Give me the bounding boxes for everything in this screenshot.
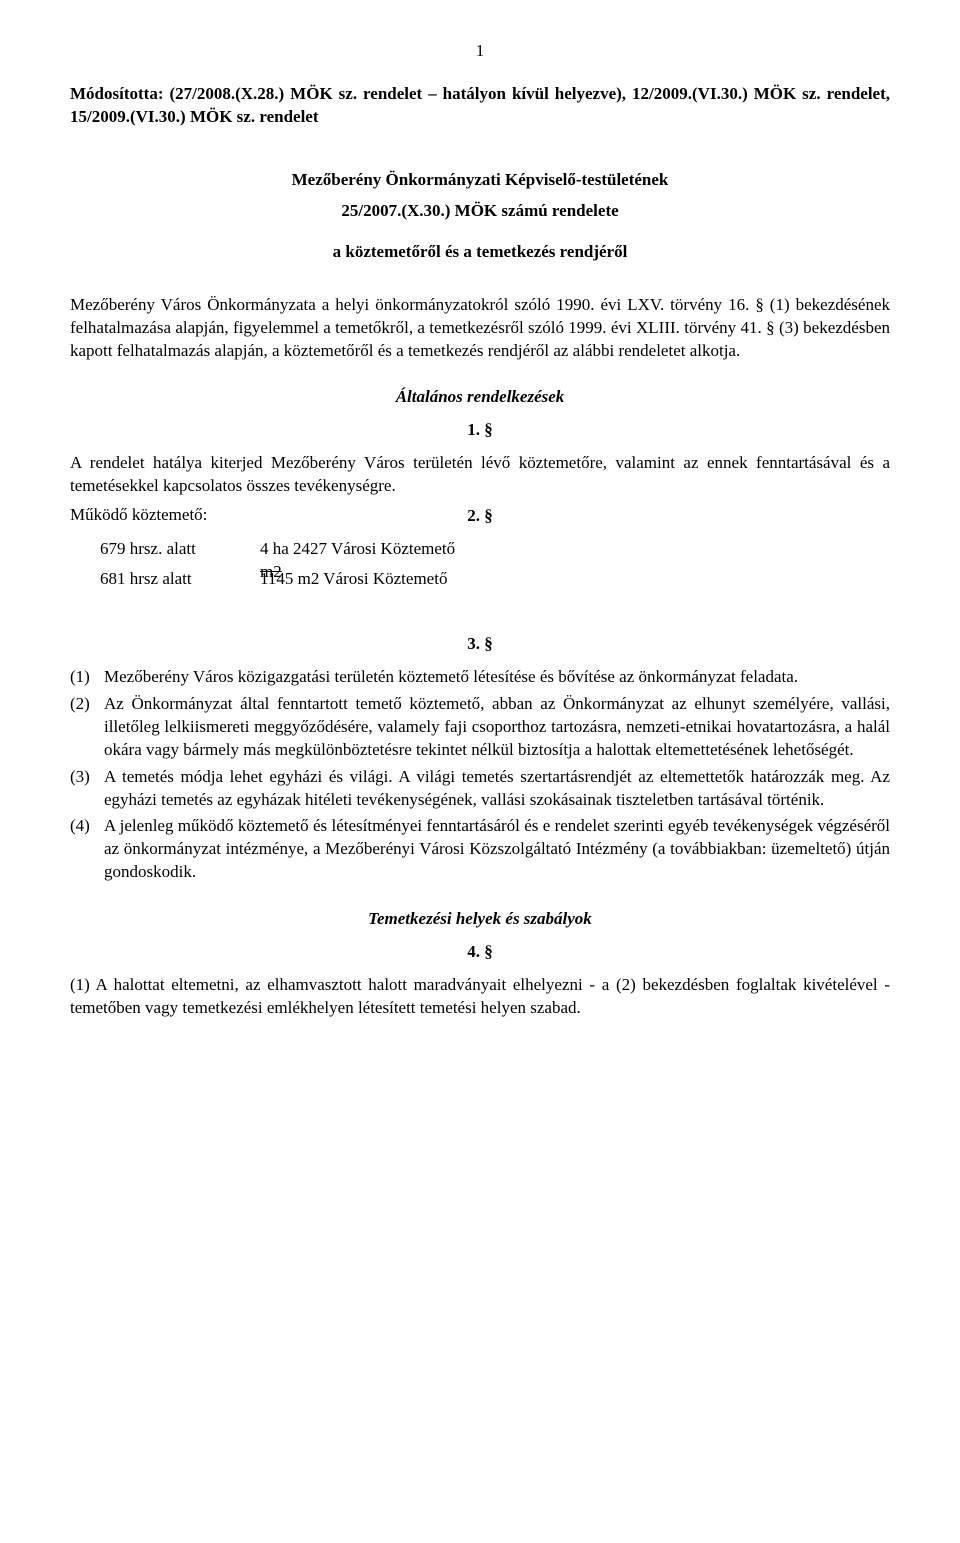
list-item: (4) A jelenleg működő köztemető és létes… <box>70 815 890 884</box>
section-3-number: 3. § <box>70 633 890 656</box>
list-item: (1) Mezőberény Város közigazgatási terül… <box>70 666 890 689</box>
section-4-text: (1) A halottat eltemetni, az elhamvaszto… <box>70 974 890 1020</box>
document-page: 1 Módosította: (27/2008.(X.28.) MÖK sz. … <box>0 0 960 1543</box>
section-3-list: (1) Mezőberény Város közigazgatási terül… <box>70 666 890 884</box>
list-text: A temetés módja lehet egyházi és világi.… <box>104 766 890 812</box>
section-4-number: 4. § <box>70 941 890 964</box>
spacer <box>70 593 890 623</box>
heading-burial-places: Temetkezési helyek és szabályok <box>70 908 890 931</box>
section-1-number: 1. § <box>70 419 890 442</box>
heading-general-provisions: Általános rendelkezések <box>70 386 890 409</box>
section-2-intro-label: Működő köztemető: <box>70 505 207 524</box>
list-text: Az Önkormányzat által fenntartott temető… <box>104 693 890 762</box>
list-text: A jelenleg működő köztemető és létesítmé… <box>104 815 890 884</box>
title-line-1: Mezőberény Önkormányzati Képviselő-testü… <box>70 169 890 192</box>
cemetery-desc-1-main: 4 ha 2427 Városi Köztemető <box>260 539 455 558</box>
list-marker: (3) <box>70 766 104 812</box>
title-line-3: a köztemetőről és a temetkezés rendjéről <box>70 241 890 264</box>
cemetery-desc-2: 1145 m2 Városi Köztemető <box>260 568 890 591</box>
list-marker: (4) <box>70 815 104 884</box>
table-row: 681 hrsz alatt 1145 m2 Városi Köztemető <box>100 568 890 591</box>
list-item: (2) Az Önkormányzat által fenntartott te… <box>70 693 890 762</box>
title-line-2: 25/2007.(X.30.) MÖK számú rendelete <box>70 200 890 223</box>
section-1-text: A rendelet hatálya kiterjed Mezőberény V… <box>70 452 890 498</box>
list-marker: (1) <box>70 666 104 689</box>
preamble-text: Mezőberény Város Önkormányzata a helyi ö… <box>70 294 890 363</box>
cemetery-parcel-2: 681 hrsz alatt <box>100 568 260 591</box>
list-item: (3) A temetés módja lehet egyházi és vil… <box>70 766 890 812</box>
cemetery-table: 679 hrsz. alatt 4 ha 2427 Városi Közteme… <box>100 538 890 591</box>
page-number: 1 <box>70 40 890 63</box>
spacer <box>70 231 890 241</box>
list-text: Mezőberény Város közigazgatási területén… <box>104 666 890 689</box>
list-marker: (2) <box>70 693 104 762</box>
amendment-note: Módosította: (27/2008.(X.28.) MÖK sz. re… <box>70 83 890 129</box>
